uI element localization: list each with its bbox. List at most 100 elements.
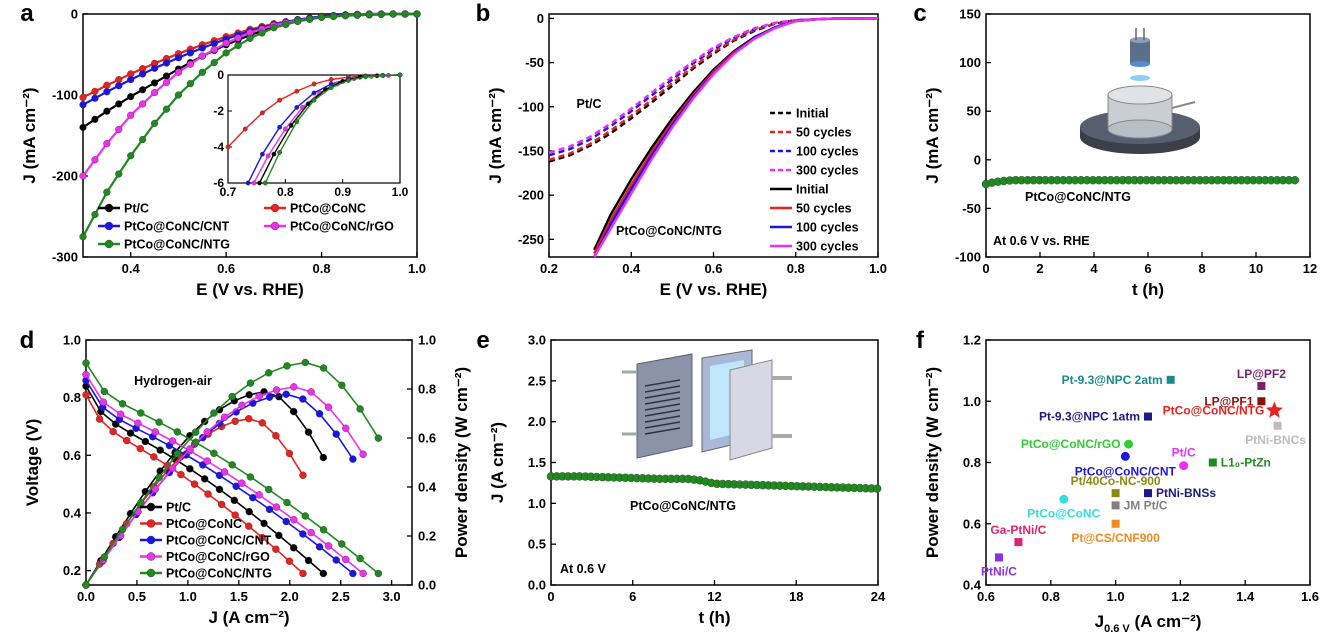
y-tick-label: 1.0 [63, 333, 81, 348]
y-tick-label: -100 [518, 99, 544, 114]
y-right-tick-label: 1.0 [418, 333, 436, 348]
x-tick-label: 0.0 [77, 589, 95, 604]
point-label: PtNi-BNSs [1156, 486, 1216, 500]
x-tick-label: 0.8 [313, 261, 331, 276]
inset-y-tick-label: -2 [213, 104, 224, 118]
fuel-cell-illustration [622, 349, 792, 461]
x-axis-label: J (A cm⁻²) [208, 608, 289, 627]
voltage-marker [228, 461, 236, 469]
voltage-marker [137, 409, 145, 417]
x-axis-label: t (h) [698, 608, 730, 627]
x-axis-label: E (V vs. RHE) [660, 280, 768, 299]
power-marker [319, 453, 328, 462]
inset-series-marker [380, 73, 386, 78]
series-marker [115, 76, 123, 84]
point-label: PtNi/C [981, 564, 1017, 578]
series-marker [198, 44, 206, 52]
y-right-tick-label: 0.0 [418, 578, 436, 593]
point-label: PtNi-BNCs [1245, 433, 1306, 447]
voltage-marker [177, 470, 185, 479]
series-marker [162, 105, 171, 113]
series-marker [341, 12, 350, 20]
inset-series-marker [259, 110, 265, 116]
x-axis-label-sub: 0.6 V [1104, 623, 1130, 635]
x-tick-label: 8 [1198, 261, 1205, 276]
voltage-marker [151, 428, 159, 436]
series-marker [401, 10, 409, 18]
y-axis-label: J (mA cm⁻²) [923, 87, 942, 183]
series-marker [162, 78, 171, 87]
legend-label: Initial [796, 183, 829, 197]
series-marker [377, 10, 385, 19]
y-tick-label: 150 [959, 7, 981, 22]
legend-label: PtCo@CoNC/NTG [124, 238, 230, 252]
voltage-marker [215, 471, 224, 480]
point-marker [1257, 381, 1266, 390]
series-marker [210, 39, 218, 48]
inset-x-tick-label: 0.9 [334, 185, 351, 199]
power-marker [265, 393, 274, 401]
inset-series-marker [271, 151, 277, 157]
voltage-marker [238, 479, 246, 487]
voltage-marker [255, 491, 263, 499]
annotation-hydrogen-air: Hydrogen-air [134, 374, 212, 388]
voltage-marker [319, 526, 328, 534]
point-marker [1124, 439, 1134, 449]
y-tick-label: 1.0 [963, 394, 981, 409]
voltage-marker [122, 436, 131, 445]
x-tick-label: 0 [982, 261, 989, 276]
x-tick-label: 1.0 [1107, 589, 1125, 604]
power-marker [191, 428, 200, 436]
point-marker [1179, 461, 1189, 471]
inset-series-marker [294, 88, 300, 94]
y-tick-label: -100 [52, 88, 78, 103]
voltage-marker [299, 569, 307, 578]
voltage-marker [301, 512, 309, 520]
x-tick-label: 6 [629, 589, 636, 604]
voltage-marker [217, 500, 226, 509]
voltage-marker [220, 468, 229, 476]
voltage-marker [173, 428, 182, 436]
x-tick-label: 0.8 [1042, 589, 1060, 604]
point-marker [1014, 538, 1023, 547]
inset-series-marker [251, 180, 257, 186]
y-tick-label: -300 [52, 250, 78, 265]
x-tick-label: 12 [1303, 261, 1317, 276]
voltage-marker [231, 511, 239, 519]
legend-label: PtCo@CoNC [290, 202, 366, 216]
inset-series-marker [328, 77, 334, 82]
x-axis-label-units: (A cm⁻²) [1130, 612, 1202, 631]
inset-series-marker [345, 78, 351, 83]
x-tick-label: 12 [707, 589, 721, 604]
point-label: Ga-PtNi/C [990, 523, 1046, 537]
legend-label: Pt/C [166, 501, 191, 515]
x-axis-label-main: J [1095, 612, 1104, 631]
legend-label: 50 cycles [796, 126, 852, 140]
electrode-cap [1130, 37, 1150, 43]
series-marker [198, 52, 206, 60]
series-marker [91, 115, 99, 123]
panel-letter: d [20, 327, 35, 354]
point-label: Pt/40Co-NC-900 [1071, 474, 1161, 488]
series-marker [127, 76, 135, 84]
flow-channel [644, 421, 681, 429]
series-marker [174, 91, 183, 99]
power-marker [258, 419, 267, 427]
electrode-body [1130, 40, 1150, 64]
series-marker [150, 64, 159, 72]
power-marker [272, 386, 281, 394]
inset-y-tick-label: -4 [213, 140, 224, 154]
legend-label: Pt/C [124, 202, 149, 216]
inset-y-tick-label: 0 [217, 68, 224, 82]
point-label: PtCo@CoNC/rGO [1021, 437, 1121, 451]
power-marker [349, 455, 357, 463]
y-tick-label: 0.2 [63, 563, 81, 578]
point-label: LP@PF1 [1204, 394, 1253, 408]
x-tick-label: 1.6 [1301, 589, 1319, 604]
y-tick-label: -200 [518, 188, 544, 203]
power-marker [246, 379, 255, 387]
legend-marker [146, 552, 156, 561]
x-tick-label: 1.0 [179, 589, 197, 604]
power-marker [151, 485, 159, 493]
series-marker [139, 86, 147, 94]
